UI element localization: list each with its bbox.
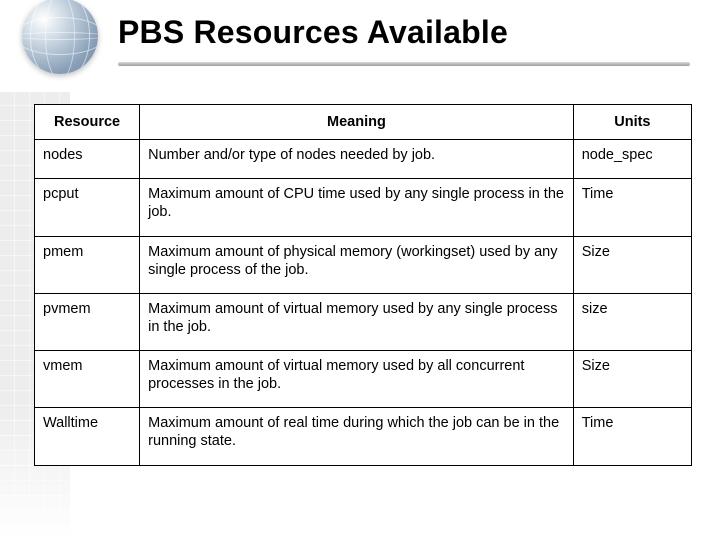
title-underline bbox=[118, 62, 690, 66]
globe-decoration bbox=[18, 0, 108, 84]
cell-resource: pmem bbox=[35, 236, 140, 293]
page-title: PBS Resources Available bbox=[118, 14, 690, 51]
cell-meaning: Maximum amount of virtual memory used by… bbox=[140, 293, 574, 350]
pbs-resources-table-wrap: Resource Meaning Units nodes Number and/… bbox=[34, 104, 692, 466]
col-header-units: Units bbox=[573, 105, 691, 140]
table-row: pmem Maximum amount of physical memory (… bbox=[35, 236, 692, 293]
cell-meaning: Number and/or type of nodes needed by jo… bbox=[140, 140, 574, 179]
cell-resource: Walltime bbox=[35, 408, 140, 465]
table-row: nodes Number and/or type of nodes needed… bbox=[35, 140, 692, 179]
cell-units: Size bbox=[573, 351, 691, 408]
cell-meaning: Maximum amount of virtual memory used by… bbox=[140, 351, 574, 408]
cell-meaning: Maximum amount of real time during which… bbox=[140, 408, 574, 465]
cell-resource: vmem bbox=[35, 351, 140, 408]
cell-meaning: Maximum amount of CPU time used by any s… bbox=[140, 179, 574, 236]
table-row: vmem Maximum amount of virtual memory us… bbox=[35, 351, 692, 408]
globe-sphere bbox=[22, 0, 98, 74]
cell-resource: nodes bbox=[35, 140, 140, 179]
table-row: pvmem Maximum amount of virtual memory u… bbox=[35, 293, 692, 350]
cell-units: size bbox=[573, 293, 691, 350]
cell-resource: pcput bbox=[35, 179, 140, 236]
cell-units: Time bbox=[573, 179, 691, 236]
table-header-row: Resource Meaning Units bbox=[35, 105, 692, 140]
cell-units: Size bbox=[573, 236, 691, 293]
table-row: Walltime Maximum amount of real time dur… bbox=[35, 408, 692, 465]
col-header-resource: Resource bbox=[35, 105, 140, 140]
pbs-resources-table: Resource Meaning Units nodes Number and/… bbox=[34, 104, 692, 466]
cell-resource: pvmem bbox=[35, 293, 140, 350]
cell-units: Time bbox=[573, 408, 691, 465]
table-row: pcput Maximum amount of CPU time used by… bbox=[35, 179, 692, 236]
cell-units: node_spec bbox=[573, 140, 691, 179]
col-header-meaning: Meaning bbox=[140, 105, 574, 140]
cell-meaning: Maximum amount of physical memory (worki… bbox=[140, 236, 574, 293]
